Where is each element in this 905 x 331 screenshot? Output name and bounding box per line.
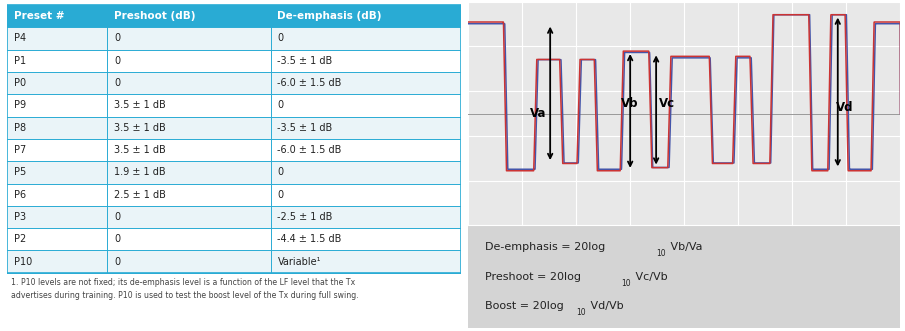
Bar <box>107 228 271 251</box>
Bar <box>7 251 107 273</box>
Bar <box>7 27 107 50</box>
Bar <box>107 117 271 139</box>
Bar <box>107 50 271 72</box>
Text: De-emphasis (dB): De-emphasis (dB) <box>278 11 382 21</box>
Text: 0: 0 <box>114 56 120 66</box>
Text: P2: P2 <box>14 234 26 244</box>
Bar <box>7 139 107 161</box>
Text: -2.5 ± 1 dB: -2.5 ± 1 dB <box>278 212 333 222</box>
Bar <box>271 5 462 27</box>
Text: Preshoot = 20log10: Preshoot = 20log10 <box>485 272 595 282</box>
Bar <box>271 251 462 273</box>
Text: P1: P1 <box>14 56 26 66</box>
Bar <box>271 183 462 206</box>
Bar <box>468 225 900 328</box>
Bar <box>107 206 271 228</box>
Bar <box>271 94 462 117</box>
Bar <box>7 183 107 206</box>
Text: P4: P4 <box>14 33 26 43</box>
Bar <box>7 5 462 273</box>
Text: 3.5 ± 1 dB: 3.5 ± 1 dB <box>114 145 166 155</box>
Text: P10: P10 <box>14 257 33 267</box>
Bar <box>271 27 462 50</box>
Text: 0: 0 <box>278 100 283 110</box>
Text: -6.0 ± 1.5 dB: -6.0 ± 1.5 dB <box>278 145 342 155</box>
Bar <box>271 50 462 72</box>
Text: 0: 0 <box>278 33 283 43</box>
Text: P3: P3 <box>14 212 26 222</box>
Bar <box>107 5 271 27</box>
Text: Boost = 20log10: Boost = 20log10 <box>485 301 578 311</box>
Bar <box>7 206 107 228</box>
Bar <box>7 228 107 251</box>
Bar <box>7 94 107 117</box>
Text: -3.5 ± 1 dB: -3.5 ± 1 dB <box>278 56 333 66</box>
Text: 3.5 ± 1 dB: 3.5 ± 1 dB <box>114 123 166 133</box>
Text: -6.0 ± 1.5 dB: -6.0 ± 1.5 dB <box>278 78 342 88</box>
Text: 2.5 ± 1 dB: 2.5 ± 1 dB <box>114 190 166 200</box>
Text: P7: P7 <box>14 145 26 155</box>
Text: De-emphasis = 20log10: De-emphasis = 20log10 <box>485 243 620 253</box>
Text: Boost = 20log: Boost = 20log <box>485 301 564 311</box>
Text: Vc/Vb: Vc/Vb <box>633 272 668 282</box>
Text: De-emphasis = 20log: De-emphasis = 20log <box>485 243 605 253</box>
Text: Vb: Vb <box>622 97 639 110</box>
Bar <box>271 228 462 251</box>
Text: 0: 0 <box>114 33 120 43</box>
Bar <box>271 161 462 183</box>
Bar <box>7 50 107 72</box>
Bar <box>7 5 107 27</box>
Bar <box>107 94 271 117</box>
Text: Vc: Vc <box>659 97 675 110</box>
Bar <box>271 117 462 139</box>
Text: P9: P9 <box>14 100 26 110</box>
Text: 10: 10 <box>622 279 631 288</box>
Text: 0: 0 <box>114 234 120 244</box>
Text: P0: P0 <box>14 78 26 88</box>
Bar <box>107 251 271 273</box>
Text: -3.5 ± 1 dB: -3.5 ± 1 dB <box>278 123 333 133</box>
Text: 0: 0 <box>114 78 120 88</box>
Bar <box>107 183 271 206</box>
Text: Vd/Vb: Vd/Vb <box>587 301 624 311</box>
Bar <box>107 161 271 183</box>
Bar <box>271 139 462 161</box>
Bar <box>271 72 462 94</box>
Text: Preshoot = 20log: Preshoot = 20log <box>485 272 581 282</box>
Text: 1. P10 levels are not fixed; its de-emphasis level is a function of the LF level: 1. P10 levels are not fixed; its de-emph… <box>11 278 358 300</box>
Text: -4.4 ± 1.5 dB: -4.4 ± 1.5 dB <box>278 234 342 244</box>
Text: Vd: Vd <box>835 101 853 114</box>
Bar <box>7 161 107 183</box>
Bar <box>107 139 271 161</box>
Text: 0: 0 <box>278 190 283 200</box>
Bar <box>468 2 900 225</box>
Text: Preset #: Preset # <box>14 11 64 21</box>
Text: 0: 0 <box>278 167 283 177</box>
Text: Va: Va <box>529 107 547 120</box>
Bar <box>7 117 107 139</box>
Bar <box>271 206 462 228</box>
Text: P6: P6 <box>14 190 26 200</box>
Text: 10: 10 <box>576 308 586 317</box>
Text: 1.9 ± 1 dB: 1.9 ± 1 dB <box>114 167 166 177</box>
Bar <box>107 27 271 50</box>
Text: 0: 0 <box>114 257 120 267</box>
Text: Variable¹: Variable¹ <box>278 257 321 267</box>
Text: 0: 0 <box>114 212 120 222</box>
Text: Preshoot (dB): Preshoot (dB) <box>114 11 195 21</box>
Text: P8: P8 <box>14 123 26 133</box>
Bar <box>7 72 107 94</box>
Bar <box>107 72 271 94</box>
Text: P5: P5 <box>14 167 26 177</box>
Text: 10: 10 <box>656 250 666 259</box>
Text: Vb/Va: Vb/Va <box>667 243 702 253</box>
Text: 3.5 ± 1 dB: 3.5 ± 1 dB <box>114 100 166 110</box>
